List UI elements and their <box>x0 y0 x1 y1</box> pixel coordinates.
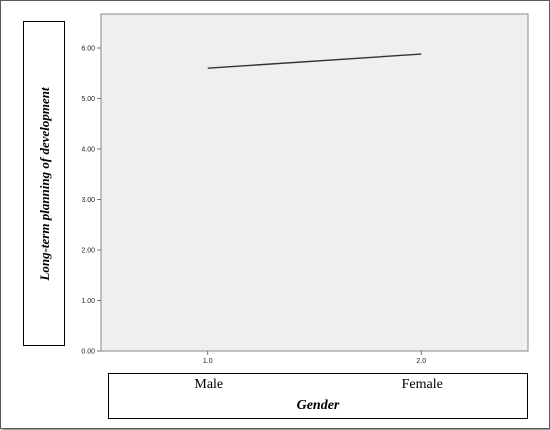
y-tick-label: 3.00 <box>81 197 95 204</box>
y-axis: 0.00 1.00 2.00 3.00 4.00 5.00 6.00 <box>81 46 101 356</box>
y-tick-label: 6.00 <box>81 46 95 53</box>
series-layer <box>207 53 422 69</box>
category-label: Female <box>401 377 443 392</box>
y-tick-label: 1.00 <box>81 298 95 305</box>
x-axis-title-box: Male Female Gender <box>108 373 528 419</box>
y-tick-label: 0.00 <box>81 349 95 356</box>
x-tick-label: 1.0 <box>203 358 213 365</box>
plot-area <box>100 13 529 352</box>
y-tick-label: 2.00 <box>81 248 95 255</box>
y-tick-label: 5.00 <box>81 96 95 103</box>
category-label: Male <box>194 377 224 392</box>
y-tick-label: 4.00 <box>81 147 95 154</box>
x-axis: 1.0 2.0 <box>203 351 426 365</box>
x-axis-title: Gender <box>296 398 340 413</box>
x-tick-label: 2.0 <box>416 358 426 365</box>
series-line <box>207 53 422 69</box>
y-axis-title-box: Long-term planning of development <box>23 21 65 346</box>
